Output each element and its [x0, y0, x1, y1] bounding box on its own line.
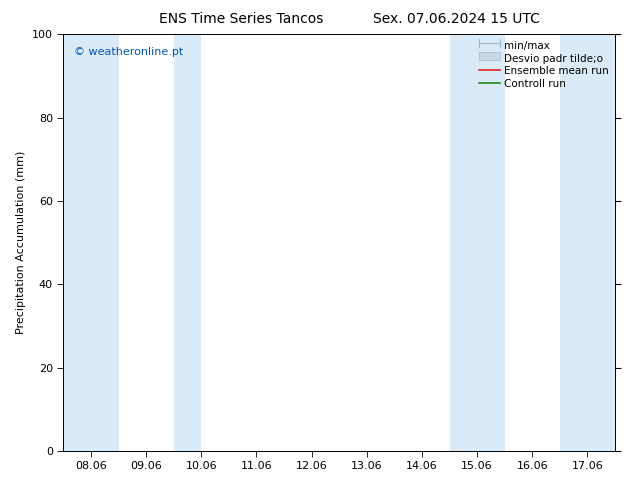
Bar [450, 34, 505, 451]
Text: ENS Time Series Tancos: ENS Time Series Tancos [158, 12, 323, 26]
Bar [63, 34, 119, 451]
Bar [174, 34, 202, 451]
Y-axis label: Precipitation Accumulation (mm): Precipitation Accumulation (mm) [16, 151, 27, 334]
Bar [560, 34, 615, 451]
Text: © weatheronline.pt: © weatheronline.pt [74, 47, 184, 57]
Text: Sex. 07.06.2024 15 UTC: Sex. 07.06.2024 15 UTC [373, 12, 540, 26]
Legend: min/max, Desvio padr tilde;o, Ensemble mean run, Controll run: min/max, Desvio padr tilde;o, Ensemble m… [475, 36, 613, 94]
